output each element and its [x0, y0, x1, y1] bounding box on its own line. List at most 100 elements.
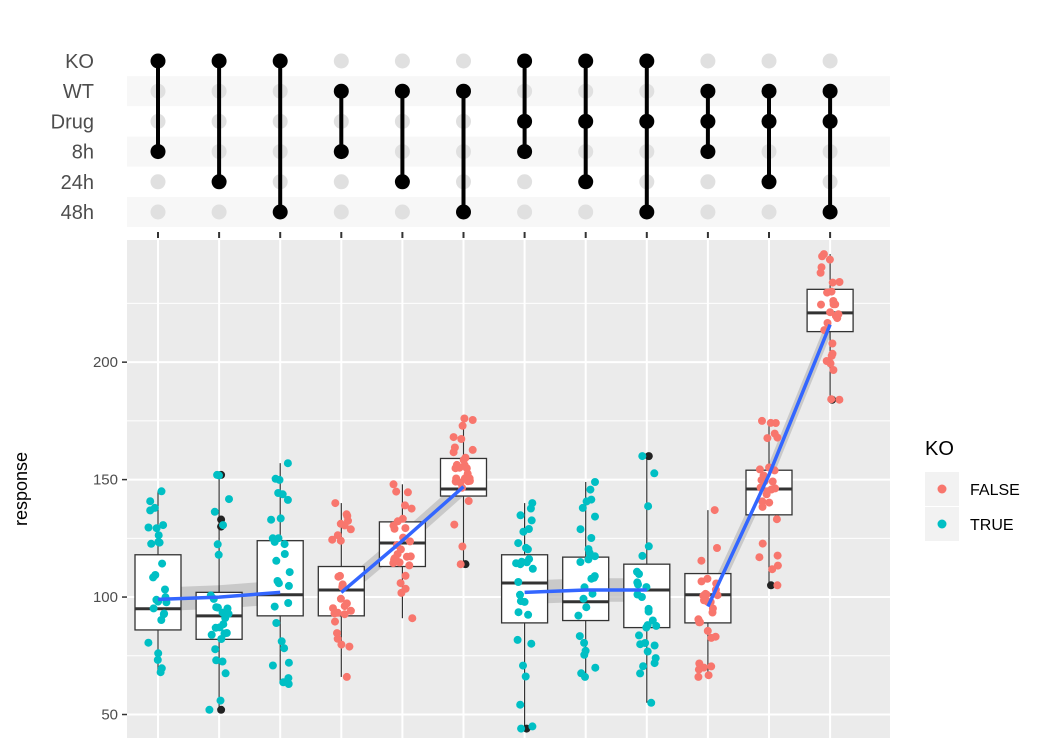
- data-point: [524, 610, 533, 619]
- data-point: [392, 487, 401, 496]
- data-point: [205, 705, 214, 714]
- trend-lines: [157, 323, 832, 608]
- data-point: [340, 610, 349, 619]
- data-point: [707, 662, 716, 671]
- data-point: [711, 632, 720, 641]
- data-point: [713, 544, 721, 552]
- data-point: [759, 471, 768, 480]
- matrix-dot-filled: [150, 144, 166, 160]
- data-point: [157, 487, 166, 496]
- matrix-dot-empty: [700, 53, 716, 69]
- box-outlier: [644, 452, 653, 461]
- jitter-points: [144, 250, 844, 733]
- matrix-dot-empty: [150, 204, 166, 220]
- data-point: [336, 594, 345, 603]
- data-point: [401, 571, 410, 580]
- data-point: [220, 629, 229, 638]
- data-point: [221, 669, 230, 678]
- matrix-dot-filled: [761, 83, 777, 99]
- data-point: [650, 469, 659, 478]
- data-point: [516, 700, 525, 709]
- data-point: [758, 416, 766, 425]
- data-point: [334, 572, 343, 581]
- data-point: [154, 538, 163, 546]
- set-label-8h: 8h: [72, 142, 94, 164]
- matrix-dot-empty: [333, 204, 349, 220]
- data-point: [582, 497, 591, 506]
- data-point: [458, 542, 467, 551]
- data-point: [207, 630, 216, 639]
- data-point: [461, 453, 470, 462]
- matrix-dot-filled: [700, 83, 716, 99]
- data-point: [773, 551, 782, 560]
- matrix-dot-filled: [272, 204, 288, 220]
- data-point: [159, 521, 168, 530]
- data-point: [703, 574, 712, 583]
- data-point: [591, 663, 600, 672]
- matrix-dot-empty: [150, 174, 166, 190]
- data-point: [591, 478, 599, 486]
- data-point: [581, 646, 590, 655]
- data-point: [346, 606, 355, 615]
- data-point: [456, 478, 465, 487]
- data-point: [514, 539, 523, 548]
- matrix-dot-filled: [578, 53, 594, 69]
- matrix-dot-empty: [394, 53, 410, 69]
- data-point: [161, 585, 169, 594]
- set-label-wt: WT: [63, 81, 94, 103]
- data-point: [828, 339, 837, 348]
- data-point: [218, 657, 227, 666]
- data-point: [513, 635, 522, 644]
- data-point: [770, 429, 779, 438]
- data-point: [766, 418, 775, 427]
- data-point: [158, 559, 167, 568]
- data-point: [278, 490, 287, 499]
- data-point: [225, 495, 233, 504]
- data-point: [280, 540, 289, 549]
- data-point: [268, 661, 277, 670]
- trend-line: [524, 588, 647, 595]
- data-point: [460, 414, 469, 423]
- data-point: [395, 558, 404, 567]
- data-point: [210, 507, 219, 516]
- data-point: [146, 497, 155, 506]
- data-point: [212, 603, 221, 612]
- data-point: [331, 499, 340, 508]
- data-point: [520, 597, 529, 606]
- data-point: [639, 662, 648, 671]
- data-point: [456, 560, 465, 569]
- data-point: [647, 698, 656, 707]
- data-point: [276, 514, 285, 523]
- matrix-dot-filled: [394, 83, 410, 99]
- data-point: [633, 567, 641, 576]
- data-point: [650, 659, 659, 668]
- data-point: [333, 531, 342, 540]
- data-point: [403, 488, 412, 497]
- data-point: [586, 485, 595, 494]
- matrix-dot-empty: [333, 53, 349, 69]
- data-point: [638, 452, 647, 461]
- data-point: [279, 678, 288, 687]
- set-label-ko: KO: [65, 51, 94, 73]
- data-point: [271, 474, 280, 483]
- matrix-dot-empty: [761, 53, 777, 69]
- matrix-dot-filled: [272, 53, 288, 69]
- trend-line: [157, 590, 281, 602]
- data-point: [584, 545, 593, 554]
- data-point: [212, 656, 221, 665]
- data-point: [514, 578, 523, 586]
- data-point: [636, 640, 645, 649]
- data-point: [650, 641, 659, 650]
- matrix-dot-filled: [761, 174, 777, 190]
- data-point: [342, 672, 351, 681]
- legend-keys: [925, 472, 959, 541]
- data-point: [768, 565, 777, 574]
- data-point: [636, 669, 645, 678]
- data-point: [708, 604, 717, 613]
- data-point: [401, 501, 409, 510]
- data-point: [825, 255, 834, 264]
- box-outlier: [767, 581, 775, 590]
- data-point: [333, 629, 341, 638]
- data-point: [340, 521, 349, 530]
